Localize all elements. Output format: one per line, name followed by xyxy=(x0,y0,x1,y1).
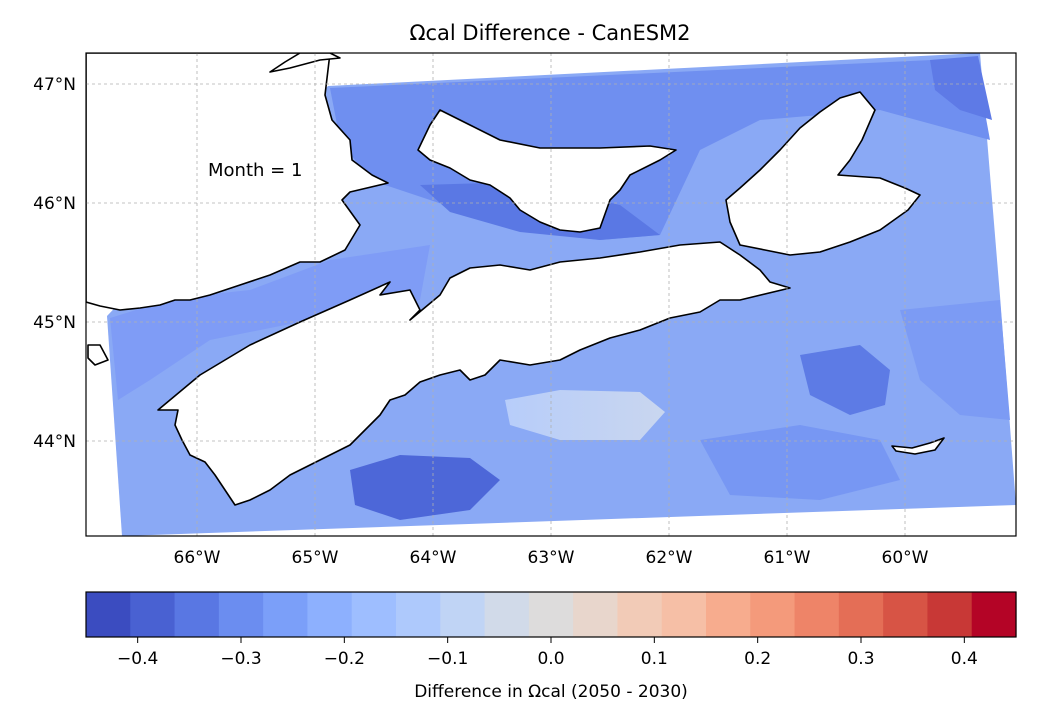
colorbar-swatch xyxy=(396,592,441,637)
colorbar-swatch xyxy=(86,592,131,637)
colorbar-swatch xyxy=(307,592,353,637)
lat-tick-labels: 47°N 46°N 45°N 44°N xyxy=(33,75,76,452)
colorbar-swatch xyxy=(351,592,397,637)
prince-edward-island xyxy=(417,109,677,233)
northeast-darker-patch xyxy=(930,56,992,120)
colorbar-swatch xyxy=(573,592,619,637)
new-brunswick xyxy=(86,53,389,311)
colorbar-tick-label: −0.3 xyxy=(220,649,261,669)
lon-tick-61: 61°W xyxy=(764,548,811,568)
colorbar-swatch xyxy=(218,592,264,637)
chart-title: Ωcal Difference - CanESM2 xyxy=(409,21,690,45)
cape-breton xyxy=(725,91,921,256)
colorbar-swatch xyxy=(263,592,309,637)
colorbar-swatches xyxy=(86,592,1017,637)
colorbar-tick-label: 0.0 xyxy=(537,649,564,669)
colorbar-tick-label: −0.4 xyxy=(117,649,158,669)
colorbar-swatch xyxy=(794,592,840,637)
lon-tick-64: 64°W xyxy=(410,548,457,568)
anomaly-patches xyxy=(110,56,1010,520)
colorbar-swatch xyxy=(883,592,929,637)
colorbar-tick-label: 0.4 xyxy=(951,649,978,669)
nova-scotia-mainland xyxy=(157,241,791,506)
colorbar-tick-label: 0.1 xyxy=(641,649,668,669)
colorbar-swatch xyxy=(706,592,751,637)
colorbar-swatch xyxy=(440,592,486,637)
southwest-dark-patch xyxy=(350,455,500,520)
colorbar-tick-label: 0.3 xyxy=(847,649,874,669)
map-panel: Month = 1 xyxy=(86,53,1016,536)
lon-tick-60: 60°W xyxy=(882,548,929,568)
lon-tick-65: 65°W xyxy=(292,548,339,568)
small-island-west xyxy=(87,344,109,366)
northern-shore xyxy=(269,53,341,73)
lon-tick-labels: 66°W 65°W 64°W 63°W 62°W 61°W 60°W xyxy=(174,548,929,568)
lat-tick-46: 46°N xyxy=(33,194,76,214)
land xyxy=(86,53,945,506)
colorbar-swatch xyxy=(617,592,663,637)
colorbar-swatch xyxy=(838,592,884,637)
colorbar-swatch xyxy=(971,592,1017,637)
colorbar-tick-label: 0.2 xyxy=(744,649,771,669)
gridlines xyxy=(86,53,1016,536)
map-frame xyxy=(85,52,1017,537)
central-light-patch xyxy=(505,390,665,440)
fundy-patch xyxy=(110,245,430,400)
lon-tick-66: 66°W xyxy=(174,548,221,568)
lat-tick-44: 44°N xyxy=(33,432,76,452)
colorbar-ticks: −0.4 −0.3 −0.2 −0.1 0.0 0.1 0.2 0.3 0.4 xyxy=(117,637,978,669)
colorbar-swatch xyxy=(661,592,707,637)
lat-tick-45: 45°N xyxy=(33,313,76,333)
colorbar-swatch xyxy=(528,592,574,637)
colorbar-tick-label: −0.1 xyxy=(427,649,468,669)
colorbar-swatch xyxy=(484,592,530,637)
colorbar-swatch xyxy=(750,592,796,637)
colorbar-label: Difference in Ωcal (2050 - 2030) xyxy=(414,682,688,702)
southeast-mid-patch xyxy=(700,425,900,500)
lon-tick-62: 62°W xyxy=(646,548,693,568)
outer-shelf-patch xyxy=(900,300,1010,420)
colorbar-swatch xyxy=(130,592,176,637)
lat-tick-47: 47°N xyxy=(33,75,76,95)
colorbar: −0.4 −0.3 −0.2 −0.1 0.0 0.1 0.2 0.3 0.4 Differen… xyxy=(85,591,1017,702)
month-annotation: Month = 1 xyxy=(208,160,302,181)
colorbar-swatch xyxy=(174,592,220,637)
colorbar-swatch xyxy=(927,592,973,637)
east-dark-patch xyxy=(800,345,890,415)
colorbar-tick-label: −0.2 xyxy=(324,649,365,669)
lon-tick-63: 63°W xyxy=(528,548,575,568)
